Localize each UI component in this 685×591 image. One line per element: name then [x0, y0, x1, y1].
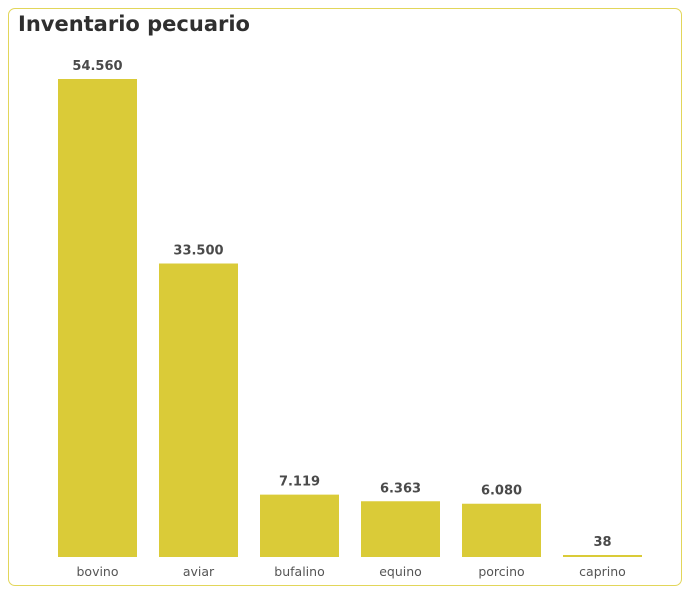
- value-label-equino: 6.363: [380, 481, 421, 496]
- category-label-caprino: caprino: [579, 564, 626, 579]
- value-label-aviar: 33.500: [173, 244, 223, 259]
- bar-caprino[interactable]: [563, 555, 642, 557]
- category-label-aviar: aviar: [183, 564, 215, 579]
- value-labels-group: 54.560 33.500 7.119 6.363 6.080 38: [72, 59, 611, 550]
- value-label-bovino: 54.560: [72, 59, 122, 74]
- bar-aviar[interactable]: [159, 263, 238, 557]
- value-label-bufalino: 7.119: [279, 475, 320, 490]
- category-label-equino: equino: [379, 564, 422, 579]
- bars-group: [58, 79, 642, 557]
- bar-bovino[interactable]: [58, 79, 137, 557]
- category-label-porcino: porcino: [478, 564, 524, 579]
- chart-title: Inventario pecuario: [18, 12, 250, 36]
- value-label-caprino: 38: [593, 535, 611, 550]
- bar-equino[interactable]: [361, 501, 440, 557]
- category-label-bufalino: bufalino: [274, 564, 324, 579]
- category-labels-group: bovino aviar bufalino equino porcino caprino: [76, 564, 625, 579]
- value-label-porcino: 6.080: [481, 484, 522, 499]
- bar-porcino[interactable]: [462, 503, 541, 557]
- category-label-bovino: bovino: [76, 564, 118, 579]
- bar-bufalino[interactable]: [260, 494, 339, 557]
